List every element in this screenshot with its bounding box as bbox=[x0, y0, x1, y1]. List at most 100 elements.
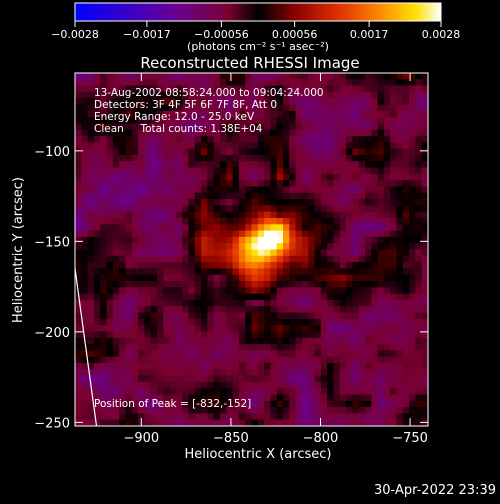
heatmap-cell bbox=[219, 217, 227, 225]
heatmap-cell bbox=[188, 148, 196, 156]
heatmap-cell bbox=[106, 73, 114, 80]
heatmap-cell bbox=[257, 325, 265, 333]
heatmap-cell bbox=[175, 407, 183, 414]
heatmap-cell bbox=[346, 419, 353, 426]
heatmap-cell bbox=[245, 224, 253, 232]
heatmap-cell bbox=[100, 299, 108, 307]
heatmap-cell bbox=[327, 375, 335, 383]
heatmap-cell bbox=[346, 91, 353, 99]
heatmap-cell bbox=[295, 274, 303, 282]
heatmap-cell bbox=[358, 331, 366, 339]
heatmap-cell bbox=[81, 388, 89, 396]
heatmap-cell bbox=[238, 356, 246, 364]
heatmap-cell bbox=[131, 325, 139, 333]
heatmap-cell bbox=[100, 192, 108, 200]
heatmap-cell bbox=[377, 186, 385, 194]
heatmap-cell bbox=[182, 400, 190, 408]
heatmap-cell bbox=[390, 281, 398, 288]
heatmap-cell bbox=[232, 281, 240, 288]
heatmap-cell bbox=[308, 180, 316, 188]
heatmap-cell bbox=[232, 344, 240, 351]
heatmap-cell bbox=[270, 205, 278, 213]
heatmap-cell bbox=[182, 129, 190, 137]
heatmap-cell bbox=[415, 274, 423, 282]
heatmap-cell bbox=[251, 362, 259, 370]
heatmap-cell bbox=[377, 243, 385, 251]
heatmap-cell bbox=[201, 344, 208, 351]
heatmap-cell bbox=[371, 262, 379, 270]
heatmap-cell bbox=[264, 356, 272, 364]
heatmap-cell bbox=[352, 413, 360, 421]
heatmap-cell bbox=[358, 381, 366, 389]
heatmap-cell bbox=[106, 224, 114, 232]
heatmap-cell bbox=[320, 104, 328, 112]
heatmap-cell bbox=[226, 362, 234, 370]
heatmap-cell bbox=[409, 186, 416, 194]
heatmap-cell bbox=[150, 236, 158, 244]
heatmap-cell bbox=[264, 199, 272, 206]
heatmap-cell bbox=[106, 388, 114, 396]
heatmap-cell bbox=[87, 312, 95, 320]
heatmap-cell bbox=[283, 299, 290, 307]
heatmap-cell bbox=[131, 186, 139, 194]
heatmap-cell bbox=[194, 129, 202, 137]
heatmap-cell bbox=[257, 230, 265, 238]
heatmap-cell bbox=[402, 154, 410, 162]
heatmap-cell bbox=[169, 262, 177, 270]
heatmap-cell bbox=[358, 262, 366, 270]
heatmap-cell bbox=[295, 381, 303, 389]
heatmap-cell bbox=[232, 394, 240, 402]
heatmap-cell bbox=[150, 400, 158, 408]
heatmap-cell bbox=[150, 255, 158, 263]
heatmap-cell bbox=[320, 331, 328, 339]
heatmap-cell bbox=[119, 337, 127, 345]
heatmap-cell bbox=[119, 293, 127, 301]
heatmap-cell bbox=[238, 217, 246, 225]
heatmap-cell bbox=[409, 142, 416, 150]
heatmap-cell bbox=[409, 211, 416, 219]
heatmap-cell bbox=[156, 419, 164, 426]
heatmap-cell bbox=[264, 325, 272, 333]
heatmap-cell bbox=[175, 85, 183, 93]
heatmap-cell bbox=[339, 243, 347, 251]
heatmap-cell bbox=[156, 369, 164, 377]
heatmap-cell bbox=[283, 400, 290, 408]
heatmap-cell bbox=[163, 255, 171, 263]
heatmap-cell bbox=[264, 262, 272, 270]
heatmap-cell bbox=[352, 136, 360, 143]
heatmap-cell bbox=[238, 375, 246, 383]
heatmap-cell bbox=[112, 180, 120, 188]
heatmap-cell bbox=[358, 85, 366, 93]
heatmap-cell bbox=[396, 161, 404, 169]
heatmap-cell bbox=[245, 249, 253, 257]
heatmap-cell bbox=[112, 73, 120, 80]
heatmap-cell bbox=[358, 123, 366, 131]
heatmap-cell bbox=[112, 369, 120, 377]
heatmap-cell bbox=[320, 381, 328, 389]
heatmap-cell bbox=[81, 104, 89, 112]
heatmap-cell bbox=[169, 186, 177, 194]
heatmap-cell bbox=[264, 243, 272, 251]
heatmap-cell bbox=[383, 186, 391, 194]
heatmap-cell bbox=[131, 375, 139, 383]
heatmap-cell bbox=[276, 407, 284, 414]
heatmap-cell bbox=[150, 167, 158, 175]
heatmap-cell bbox=[81, 205, 89, 213]
heatmap-cell bbox=[383, 344, 391, 351]
heatmap-cell bbox=[112, 274, 120, 282]
heatmap-cell bbox=[396, 224, 404, 232]
heatmap-cell bbox=[270, 199, 278, 206]
heatmap-cell bbox=[314, 362, 322, 370]
heatmap-cell bbox=[402, 243, 410, 251]
heatmap-cell bbox=[415, 236, 423, 244]
heatmap-cell bbox=[175, 312, 183, 320]
heatmap-cell bbox=[333, 350, 341, 358]
heatmap-cell bbox=[333, 407, 341, 414]
heatmap-cell bbox=[150, 318, 158, 326]
heatmap-cell bbox=[402, 375, 410, 383]
heatmap-cell bbox=[283, 211, 290, 219]
heatmap-cell bbox=[81, 236, 89, 244]
heatmap-cell bbox=[100, 293, 108, 301]
heatmap-cell bbox=[295, 325, 303, 333]
heatmap-cell bbox=[364, 123, 372, 131]
